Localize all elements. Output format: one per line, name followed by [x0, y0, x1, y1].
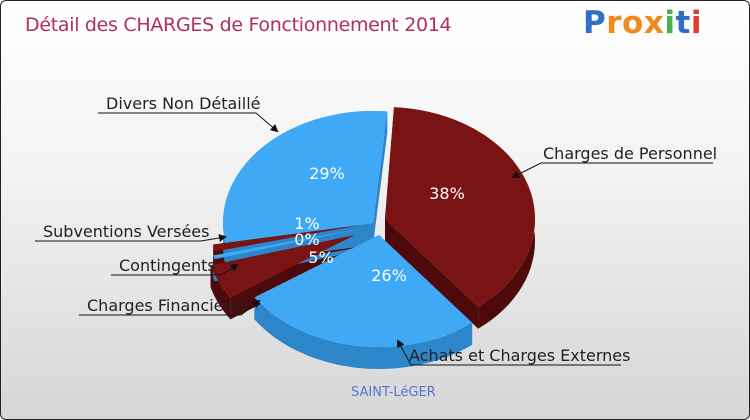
- commune-name: SAINT-LéGER: [351, 385, 436, 400]
- slice-name-label: Charges Financières: [87, 296, 248, 315]
- slice-wall: [385, 219, 479, 329]
- slice-name-label: Charges de Personnel: [543, 144, 717, 163]
- slice-percent-label: 26%: [371, 266, 407, 285]
- slice-name-label: Subventions Versées: [43, 222, 209, 241]
- pie-slice: [223, 110, 388, 243]
- chart-title: Détail des CHARGES de Fonctionnement 201…: [25, 14, 452, 36]
- slice-percent-label: 5%: [308, 248, 333, 267]
- callout-line: [397, 339, 621, 366]
- logo-letter: i: [664, 5, 676, 41]
- logo-letter: P: [583, 5, 607, 41]
- slice-name-label: Contingents: [119, 256, 216, 275]
- logo-letter: i: [690, 5, 702, 41]
- pie-slice: [210, 235, 355, 298]
- slice-side: [254, 297, 473, 369]
- pie-slice: [254, 235, 473, 348]
- proxiti-logo: Proxiti: [583, 5, 702, 41]
- pie-slice: [213, 229, 359, 260]
- callout-line: [98, 112, 279, 133]
- logo-letter: o: [622, 5, 644, 41]
- slice-name-label: Achats et Charges Externes: [409, 346, 630, 365]
- logo-letter: r: [606, 5, 623, 41]
- pie-slice: [213, 225, 361, 252]
- callout-line: [79, 299, 261, 316]
- logo-letter: x: [643, 5, 665, 41]
- slice-percent-label: 0%: [294, 230, 319, 249]
- pie-slice: [385, 107, 535, 307]
- slice-percent-label: 1%: [294, 214, 319, 233]
- slice-percent-label: 38%: [429, 184, 465, 203]
- logo-letter: t: [675, 5, 691, 41]
- callout-line: [111, 263, 239, 276]
- slice-wall: [373, 111, 388, 245]
- callout-line: [511, 162, 713, 178]
- callout-line: [35, 234, 227, 242]
- slice-percent-label: 29%: [309, 164, 345, 183]
- slice-name-label: Divers Non Détaillé: [106, 94, 260, 113]
